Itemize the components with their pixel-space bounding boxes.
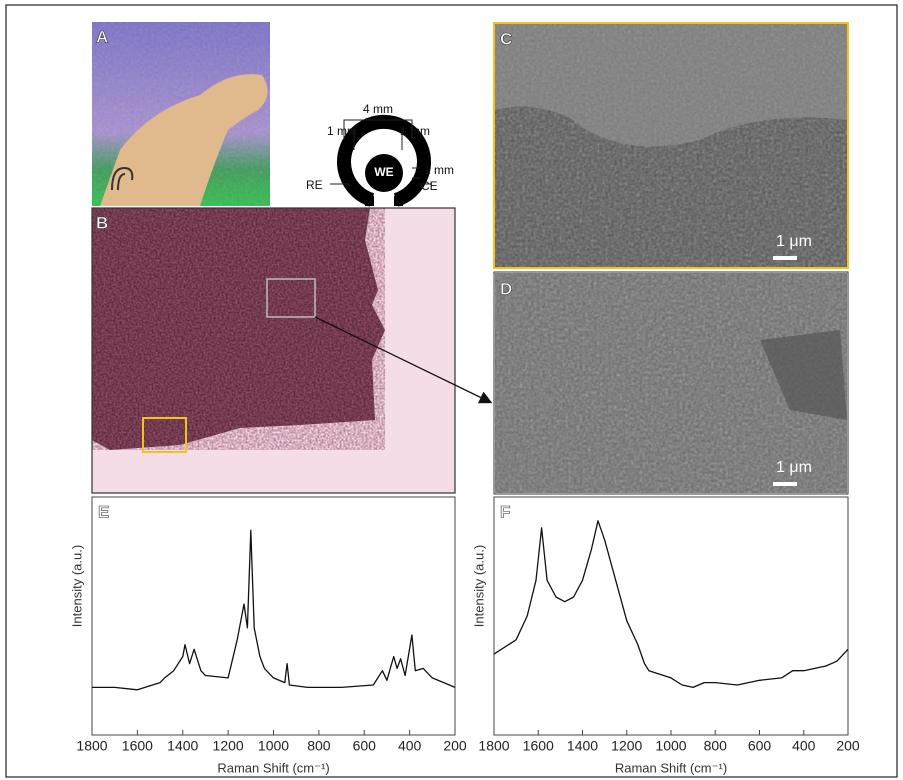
- panel-c-sem: [495, 24, 847, 267]
- panel-a-photo: [92, 22, 270, 206]
- scale-bar-label: 1 μm: [776, 459, 812, 476]
- x-tick-label: 600: [353, 738, 377, 754]
- x-tick-label: 200: [443, 738, 467, 754]
- x-tick-label: 1800: [478, 738, 509, 754]
- plot-area: [92, 497, 455, 735]
- x-tick-label: 1400: [567, 738, 598, 754]
- x-tick-label: 1000: [655, 738, 686, 754]
- panel-label: A: [96, 27, 108, 46]
- dimension: 1 mm: [327, 124, 357, 138]
- x-tick-label: 1400: [167, 738, 198, 754]
- y-axis-label: Intensity (a.u.): [69, 545, 84, 627]
- x-tick-label: 1200: [213, 738, 244, 754]
- x-tick-label: 1000: [258, 738, 289, 754]
- panel-label: C: [500, 29, 512, 48]
- x-axis-label: Raman Shift (cm⁻¹): [615, 760, 727, 775]
- panel-label: B: [96, 213, 108, 232]
- dimension: 1 mm: [424, 163, 454, 177]
- x-tick-label: 400: [398, 738, 422, 754]
- x-tick-label: 1600: [523, 738, 554, 754]
- panel-label: E: [98, 502, 109, 521]
- panel-b-micrograph: [92, 208, 455, 493]
- x-axis-label: Raman Shift (cm⁻¹): [217, 760, 329, 775]
- dimension: 1 mm: [400, 124, 430, 138]
- x-tick-label: 1600: [122, 738, 153, 754]
- x-tick-label: 400: [792, 738, 816, 754]
- scale-bar-label: 1 μm: [776, 233, 812, 250]
- panel-label: D: [500, 279, 512, 298]
- y-axis-label: Intensity (a.u.): [471, 545, 486, 627]
- x-tick-label: 800: [704, 738, 728, 754]
- dimension: 4 mm: [363, 102, 393, 116]
- x-tick-label: 1200: [611, 738, 642, 754]
- electrode-label: RE: [306, 178, 323, 192]
- plot-area: [494, 497, 848, 735]
- electrode-label: WE: [374, 165, 393, 179]
- x-tick-label: 600: [748, 738, 772, 754]
- figure: A 4 mm 1 mm 1 mm 1 mm WE RE CE B C 1 μm …: [0, 0, 903, 780]
- panel-label: F: [500, 502, 510, 521]
- x-tick-label: 1800: [76, 738, 107, 754]
- x-tick-label: 200: [836, 738, 860, 754]
- x-tick-label: 800: [307, 738, 331, 754]
- electrode-label: CE: [421, 179, 438, 193]
